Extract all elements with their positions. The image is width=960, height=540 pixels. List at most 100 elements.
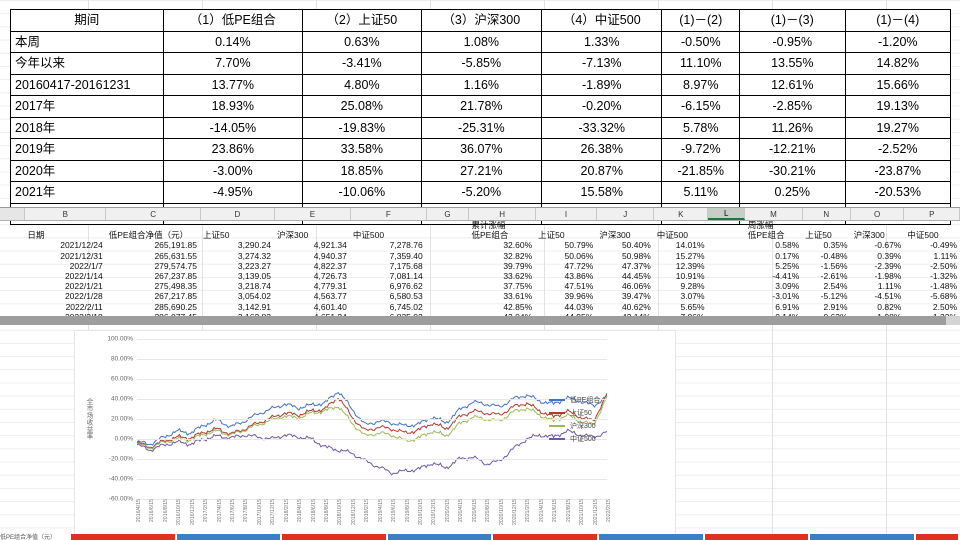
cell-nav[interactable]: 275,498.35 bbox=[154, 281, 197, 292]
column-header-h[interactable]: H bbox=[469, 208, 536, 220]
cell-cum-hs300[interactable]: 44.45% bbox=[621, 270, 651, 281]
cell-wk-sz50[interactable]: -1.56% bbox=[820, 260, 848, 271]
cell-sz50[interactable]: 3,142.91 bbox=[237, 301, 272, 312]
column-header-m[interactable]: M bbox=[745, 208, 803, 220]
cell-nav[interactable]: 279,574.75 bbox=[154, 260, 197, 271]
cell-cum-lowpe[interactable]: 33.62% bbox=[503, 270, 533, 281]
column-header-o[interactable]: O bbox=[851, 208, 905, 220]
cell-zz500[interactable]: 6,976.62 bbox=[389, 281, 423, 292]
cell-date[interactable]: 2022/1/14 bbox=[64, 270, 103, 281]
cell-wk-lowpe[interactable]: -4.41% bbox=[772, 270, 800, 281]
cell-cum-lowpe[interactable]: 42.85% bbox=[503, 301, 533, 312]
column-header-g[interactable]: G bbox=[427, 208, 470, 220]
cell-wk-zz500[interactable]: -2.50% bbox=[930, 260, 958, 271]
cell-date[interactable]: 2022/1/28 bbox=[64, 291, 103, 302]
cell-cum-hs300[interactable]: 46.06% bbox=[621, 281, 651, 292]
legend-item[interactable]: 中证500 bbox=[549, 432, 659, 445]
bottom-color-strip[interactable]: 低PE组合净值（元） bbox=[0, 532, 960, 540]
cell-nav[interactable]: 265,631.55 bbox=[154, 250, 197, 261]
cell-date[interactable]: 2022/2/11 bbox=[65, 301, 103, 312]
cell-sz50[interactable]: 3,223.27 bbox=[237, 260, 272, 271]
cell-cum-lowpe[interactable]: 32.82% bbox=[503, 250, 533, 261]
cell-sz50[interactable]: 3,290.24 bbox=[237, 240, 272, 251]
column-header-b[interactable]: B bbox=[25, 208, 107, 220]
column-header-j[interactable]: J bbox=[597, 208, 655, 220]
cell-nav[interactable]: 285,690.25 bbox=[154, 301, 197, 312]
cell-wk-zz500[interactable]: -1.32% bbox=[930, 270, 958, 281]
cell-wk-hs300[interactable]: -0.67% bbox=[874, 240, 902, 251]
cell-wk-zz500[interactable]: 2.50% bbox=[932, 301, 958, 312]
cell-wk-lowpe[interactable]: 5.25% bbox=[775, 260, 800, 271]
strip-segment[interactable] bbox=[282, 534, 386, 540]
cell-cum-hs300[interactable]: 40.62% bbox=[621, 301, 651, 312]
cell-wk-sz50[interactable]: -2.61% bbox=[820, 270, 848, 281]
cell-wk-hs300[interactable]: -4.51% bbox=[874, 291, 902, 302]
cell-wk-lowpe[interactable]: 3.09% bbox=[775, 281, 800, 292]
cell-wk-sz50[interactable]: 0.35% bbox=[823, 240, 848, 251]
cell-hs300[interactable]: 4,726.73 bbox=[313, 270, 347, 281]
cell-sz50[interactable]: 3,218.74 bbox=[237, 281, 272, 292]
cell-date[interactable]: 2022/1/7 bbox=[69, 260, 103, 271]
cell-cum-zz500[interactable]: 14.01% bbox=[675, 240, 705, 251]
legend-item[interactable]: 上证50 bbox=[549, 406, 659, 419]
cell-date[interactable]: 2022/1/21 bbox=[64, 281, 103, 292]
cumulative-return-chart[interactable]: 全市场收益率 100.00% 80.00% 60.00% 40.00% 20.00% 0.… bbox=[74, 330, 676, 535]
strip-segment[interactable] bbox=[493, 534, 597, 540]
column-header-f[interactable]: F bbox=[351, 208, 427, 220]
cell-hs300[interactable]: 4,940.37 bbox=[313, 250, 347, 261]
cell-cum-lowpe[interactable]: 33.61% bbox=[503, 291, 533, 302]
cell-wk-zz500[interactable]: -1.48% bbox=[930, 281, 958, 292]
cell-hs300[interactable]: 4,601.40 bbox=[313, 301, 347, 312]
select-all-corner[interactable] bbox=[0, 208, 26, 220]
cell-wk-hs300[interactable]: 0.39% bbox=[877, 250, 902, 261]
strip-segment[interactable] bbox=[176, 534, 281, 540]
cell-date[interactable]: 2021/12/31 bbox=[60, 250, 103, 261]
cell-hs300[interactable]: 4,779.31 bbox=[313, 281, 347, 292]
strip-segment[interactable] bbox=[810, 534, 914, 540]
cell-wk-hs300[interactable]: 1.11% bbox=[877, 281, 902, 292]
cell-wk-lowpe[interactable]: 6.91% bbox=[775, 301, 800, 312]
column-header-p[interactable]: P bbox=[904, 208, 960, 220]
legend-item[interactable]: 低PE组合 bbox=[549, 393, 659, 406]
cell-sz50[interactable]: 3,274.32 bbox=[237, 250, 272, 261]
column-header-c[interactable]: C bbox=[106, 208, 201, 220]
cell-hs300[interactable]: 4,921.34 bbox=[313, 240, 347, 251]
cell-wk-lowpe[interactable]: 0.58% bbox=[775, 240, 800, 251]
cell-nav[interactable]: 265,191.85 bbox=[154, 240, 197, 251]
cell-zz500[interactable]: 7,175.68 bbox=[389, 260, 423, 271]
cell-cum-lowpe[interactable]: 32.60% bbox=[503, 240, 533, 251]
strip-segment[interactable] bbox=[70, 534, 175, 540]
cell-wk-lowpe[interactable]: 0.17% bbox=[775, 250, 800, 261]
cell-zz500[interactable]: 7,359.40 bbox=[389, 250, 423, 261]
cell-wk-sz50[interactable]: 2.91% bbox=[823, 301, 848, 312]
cell-cum-zz500[interactable]: 10.91% bbox=[675, 270, 705, 281]
cell-cum-zz500[interactable]: 3.07% bbox=[680, 291, 705, 302]
cell-cum-hs300[interactable]: 47.37% bbox=[621, 260, 651, 271]
cell-cum-hs300[interactable]: 50.98% bbox=[621, 250, 651, 261]
column-header-d[interactable]: D bbox=[201, 208, 275, 220]
cell-wk-zz500[interactable]: -5.68% bbox=[930, 291, 958, 302]
strip-segment[interactable] bbox=[915, 534, 958, 540]
legend-item[interactable]: 沪深300 bbox=[549, 419, 659, 432]
cell-zz500[interactable]: 6,745.02 bbox=[389, 301, 423, 312]
column-header-n[interactable]: N bbox=[803, 208, 851, 220]
cell-cum-sz50[interactable]: 50.06% bbox=[564, 250, 594, 261]
strip-segment[interactable] bbox=[598, 534, 703, 540]
cell-wk-hs300[interactable]: 0.82% bbox=[877, 301, 902, 312]
cell-zz500[interactable]: 6,580.53 bbox=[389, 291, 423, 302]
cell-hs300[interactable]: 4,563.77 bbox=[313, 291, 347, 302]
column-header-l[interactable]: L bbox=[708, 208, 746, 220]
cell-cum-zz500[interactable]: 9.28% bbox=[680, 281, 705, 292]
cell-wk-sz50[interactable]: 2.54% bbox=[823, 281, 848, 292]
cell-cum-hs300[interactable]: 50.40% bbox=[621, 240, 651, 251]
cell-cum-sz50[interactable]: 47.72% bbox=[564, 260, 594, 271]
cell-zz500[interactable]: 7,278.76 bbox=[389, 240, 423, 251]
cell-cum-sz50[interactable]: 47.51% bbox=[564, 281, 594, 292]
cell-hs300[interactable]: 4,822.37 bbox=[313, 260, 347, 271]
strip-segment[interactable] bbox=[704, 534, 809, 540]
cell-nav[interactable]: 267,217.85 bbox=[154, 291, 197, 302]
cell-cum-zz500[interactable]: 5.65% bbox=[680, 301, 705, 312]
cell-date[interactable]: 2021/12/24 bbox=[60, 240, 103, 251]
cell-cum-lowpe[interactable]: 39.79% bbox=[503, 260, 533, 271]
